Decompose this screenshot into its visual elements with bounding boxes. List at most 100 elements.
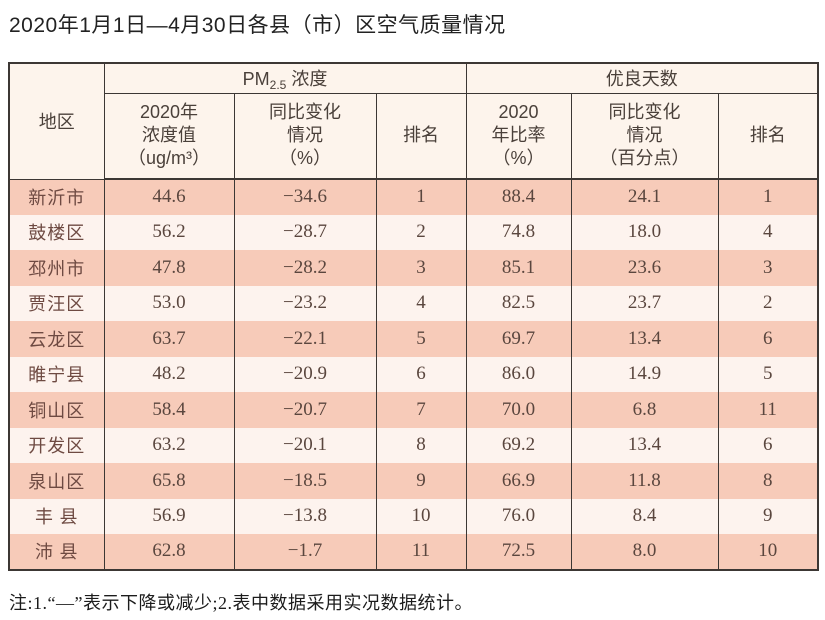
days-change-cell: 24.1	[570, 179, 719, 215]
pm-change-cell: −20.1	[233, 427, 377, 463]
days-ratio-cell: 72.5	[465, 534, 572, 570]
days-change-cell: 18.0	[570, 214, 719, 250]
pm-value-cell: 65.8	[103, 463, 235, 499]
days-ratio-cell: 66.9	[465, 463, 572, 499]
region-cell: 睢宁县	[8, 356, 105, 392]
table-row: 丰 县 56.9 −13.8 10 76.0 8.4 9	[8, 498, 819, 534]
pm-value-cell: 62.8	[103, 534, 235, 570]
days-change-cell: 6.8	[570, 392, 719, 428]
days-change-cell: 23.6	[570, 250, 719, 286]
days-rank-cell: 6	[717, 427, 819, 463]
days-change-cell: 11.8	[570, 463, 719, 499]
table-row: 邳州市 47.8 −28.2 3 85.1 23.6 3	[8, 250, 819, 286]
pm-value-cell: 56.9	[103, 498, 235, 534]
pm-value-cell: 48.2	[103, 356, 235, 392]
days-change-cell: 8.4	[570, 498, 719, 534]
days-rank-cell: 2	[717, 285, 819, 321]
pm-change-cell: −28.7	[233, 214, 377, 250]
pm-rank-cell: 9	[375, 463, 467, 499]
table-row: 云龙区 63.7 −22.1 5 69.7 13.4 6	[8, 321, 819, 357]
pm-change-cell: −23.2	[233, 285, 377, 321]
header-sub-row: 2020年 浓度值 （ug/m³） 同比变化 情况 （%） 排名 2020 年比…	[9, 93, 819, 180]
days-ratio-cell: 85.1	[465, 250, 572, 286]
region-cell: 铜山区	[8, 392, 105, 428]
pm-change-cell: −20.7	[233, 392, 377, 428]
pm-change-cell: −28.2	[233, 250, 377, 286]
pm-rank-cell: 2	[375, 214, 467, 250]
pm-change-cell: −20.9	[233, 356, 377, 392]
header-days-ratio: 2020 年比率 （%）	[465, 93, 572, 180]
pm-value-cell: 53.0	[103, 285, 235, 321]
days-change-cell: 14.9	[570, 356, 719, 392]
days-change-cell: 13.4	[570, 321, 719, 357]
pm-value-cell: 58.4	[103, 392, 235, 428]
header-group-good-days: 优良天数	[465, 63, 819, 94]
air-quality-table: 地区 PM2.5 浓度 优良天数 2020年 浓度值 （ug/m³） 同比变化 …	[8, 62, 820, 571]
pm-change-cell: −18.5	[233, 463, 377, 499]
region-cell: 泉山区	[8, 463, 105, 499]
table-row: 泉山区 65.8 −18.5 9 66.9 11.8 8	[8, 463, 819, 499]
pm25-label-base: PM	[242, 69, 270, 90]
days-rank-cell: 3	[717, 250, 819, 286]
days-change-cell: 13.4	[570, 427, 719, 463]
table-row: 鼓楼区 56.2 −28.7 2 74.8 18.0 4	[8, 214, 819, 250]
days-change-cell: 23.7	[570, 285, 719, 321]
pm-rank-cell: 8	[375, 427, 467, 463]
header-pm-rank: 排名	[375, 93, 467, 180]
days-rank-cell: 5	[717, 356, 819, 392]
pm-change-cell: −13.8	[233, 498, 377, 534]
header-pm-value: 2020年 浓度值 （ug/m³）	[103, 93, 235, 180]
days-change-cell: 8.0	[570, 534, 719, 570]
pm-rank-cell: 5	[375, 321, 467, 357]
pm-change-cell: −22.1	[233, 321, 377, 357]
days-ratio-cell: 74.8	[465, 214, 572, 250]
pm-value-cell: 44.6	[103, 179, 235, 215]
days-rank-cell: 10	[717, 534, 819, 570]
days-ratio-cell: 69.7	[465, 321, 572, 357]
days-rank-cell: 6	[717, 321, 819, 357]
pm-rank-cell: 11	[375, 534, 467, 570]
pm-change-cell: −1.7	[233, 534, 377, 570]
pm-rank-cell: 10	[375, 498, 467, 534]
header-group-pm25: PM2.5 浓度	[103, 63, 467, 94]
days-rank-cell: 9	[717, 498, 819, 534]
pm25-label-suffix: 浓度	[286, 69, 328, 90]
pm25-label-subscript: 2.5	[269, 78, 287, 93]
days-ratio-cell: 82.5	[465, 285, 572, 321]
table-row: 铜山区 58.4 −20.7 7 70.0 6.8 11	[8, 392, 819, 428]
days-rank-cell: 8	[717, 463, 819, 499]
pm-change-cell: −34.6	[233, 179, 377, 215]
region-cell: 丰 县	[8, 498, 105, 534]
pm-rank-cell: 1	[375, 179, 467, 215]
pm-value-cell: 63.2	[103, 427, 235, 463]
region-cell: 鼓楼区	[8, 214, 105, 250]
days-rank-cell: 1	[717, 179, 819, 215]
region-cell: 开发区	[8, 427, 105, 463]
header-group-row: 地区 PM2.5 浓度 优良天数	[8, 63, 819, 180]
footnote: 注:1.“—”表示下降或减少;2.表中数据采用实况数据统计。	[9, 593, 473, 613]
days-rank-cell: 4	[717, 214, 819, 250]
pm-value-cell: 56.2	[103, 214, 235, 250]
region-cell: 邳州市	[8, 250, 105, 286]
days-ratio-cell: 88.4	[465, 179, 572, 215]
days-ratio-cell: 69.2	[465, 427, 572, 463]
table-row: 新沂市 44.6 −34.6 1 88.4 24.1 1	[8, 179, 819, 215]
header-region: 地区	[8, 63, 105, 180]
header-days-change: 同比变化 情况 （百分点）	[570, 93, 719, 180]
region-cell: 新沂市	[8, 179, 105, 215]
table-row: 贾汪区 53.0 −23.2 4 82.5 23.7 2	[8, 285, 819, 321]
table-row: 开发区 63.2 −20.1 8 69.2 13.4 6	[8, 427, 819, 463]
pm-value-cell: 63.7	[103, 321, 235, 357]
days-rank-cell: 11	[717, 392, 819, 428]
region-cell: 沛 县	[8, 534, 105, 570]
days-ratio-cell: 86.0	[465, 356, 572, 392]
pm-value-cell: 47.8	[103, 250, 235, 286]
days-ratio-cell: 76.0	[465, 498, 572, 534]
table-row: 睢宁县 48.2 −20.9 6 86.0 14.9 5	[8, 356, 819, 392]
table-row: 沛 县 62.8 −1.7 11 72.5 8.0 10	[8, 534, 819, 570]
pm-rank-cell: 7	[375, 392, 467, 428]
region-cell: 贾汪区	[8, 285, 105, 321]
days-ratio-cell: 70.0	[465, 392, 572, 428]
pm-rank-cell: 3	[375, 250, 467, 286]
region-cell: 云龙区	[8, 321, 105, 357]
